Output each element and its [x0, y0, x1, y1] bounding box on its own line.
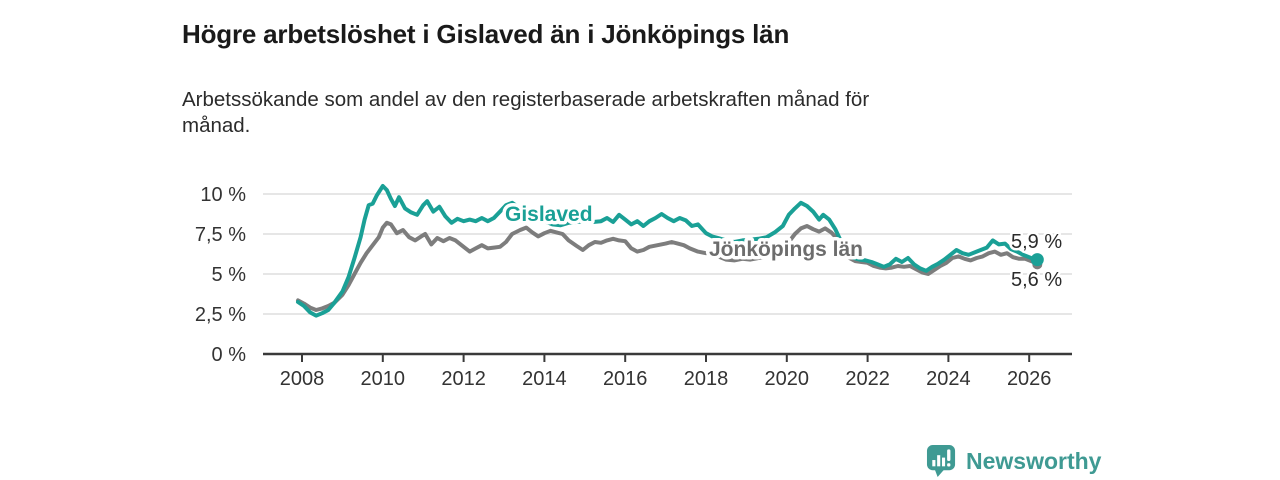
y-axis-tick-label: 5 %: [212, 264, 247, 286]
x-axis-tick-label: 2008: [280, 368, 325, 390]
x-axis-tick-label: 2018: [684, 368, 729, 390]
x-axis-tick-label: 2010: [361, 368, 406, 390]
x-axis-tick-label: 2024: [926, 368, 971, 390]
newsworthy-logo: Newsworthy: [926, 444, 1101, 478]
page-title: Högre arbetslöshet i Gislaved än i Jönkö…: [182, 19, 790, 50]
x-axis-tick-label: 2020: [765, 368, 810, 390]
x-axis-tick-label: 2022: [845, 368, 890, 390]
y-axis-tick-label: 7,5 %: [195, 224, 246, 246]
gislaved-end-dot: [1030, 253, 1044, 267]
chart-subtitle: Arbetssökande som andel av den registerb…: [182, 87, 870, 137]
x-axis-tick-label: 2012: [441, 368, 486, 390]
x-axis-tick-label: 2026: [1007, 368, 1052, 390]
y-axis-tick-label: 0 %: [212, 344, 247, 366]
gislaved-series-label: Gislaved: [505, 203, 593, 226]
gislaved-line: [296, 184, 1040, 318]
x-axis-tick-label: 2014: [522, 368, 567, 390]
bar-chart-speech-bubble-icon: [926, 444, 957, 478]
newsworthy-wordmark: Newsworthy: [966, 447, 1102, 474]
gislaved-latest-value-label: 5,9 %: [1011, 231, 1062, 253]
jonkopings-lan-series-label: Jönköpings län: [709, 238, 863, 261]
jonkopings-lan-latest-value-label: 5,6 %: [1011, 269, 1062, 291]
jonkopings-lan-line: [296, 220, 1040, 312]
y-axis-tick-label: 2,5 %: [195, 304, 246, 326]
y-axis-tick-label: 10 %: [200, 184, 246, 206]
x-axis-tick-label: 2016: [603, 368, 648, 390]
